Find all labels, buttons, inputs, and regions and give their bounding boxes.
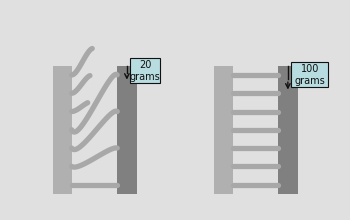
Text: 20
grams: 20 grams — [130, 60, 161, 82]
Text: 100
grams: 100 grams — [294, 64, 325, 86]
Bar — [214, 66, 233, 194]
Bar — [131, 58, 160, 84]
Bar — [52, 66, 72, 194]
Bar — [291, 62, 328, 87]
Bar — [117, 66, 136, 194]
Bar — [278, 66, 298, 194]
